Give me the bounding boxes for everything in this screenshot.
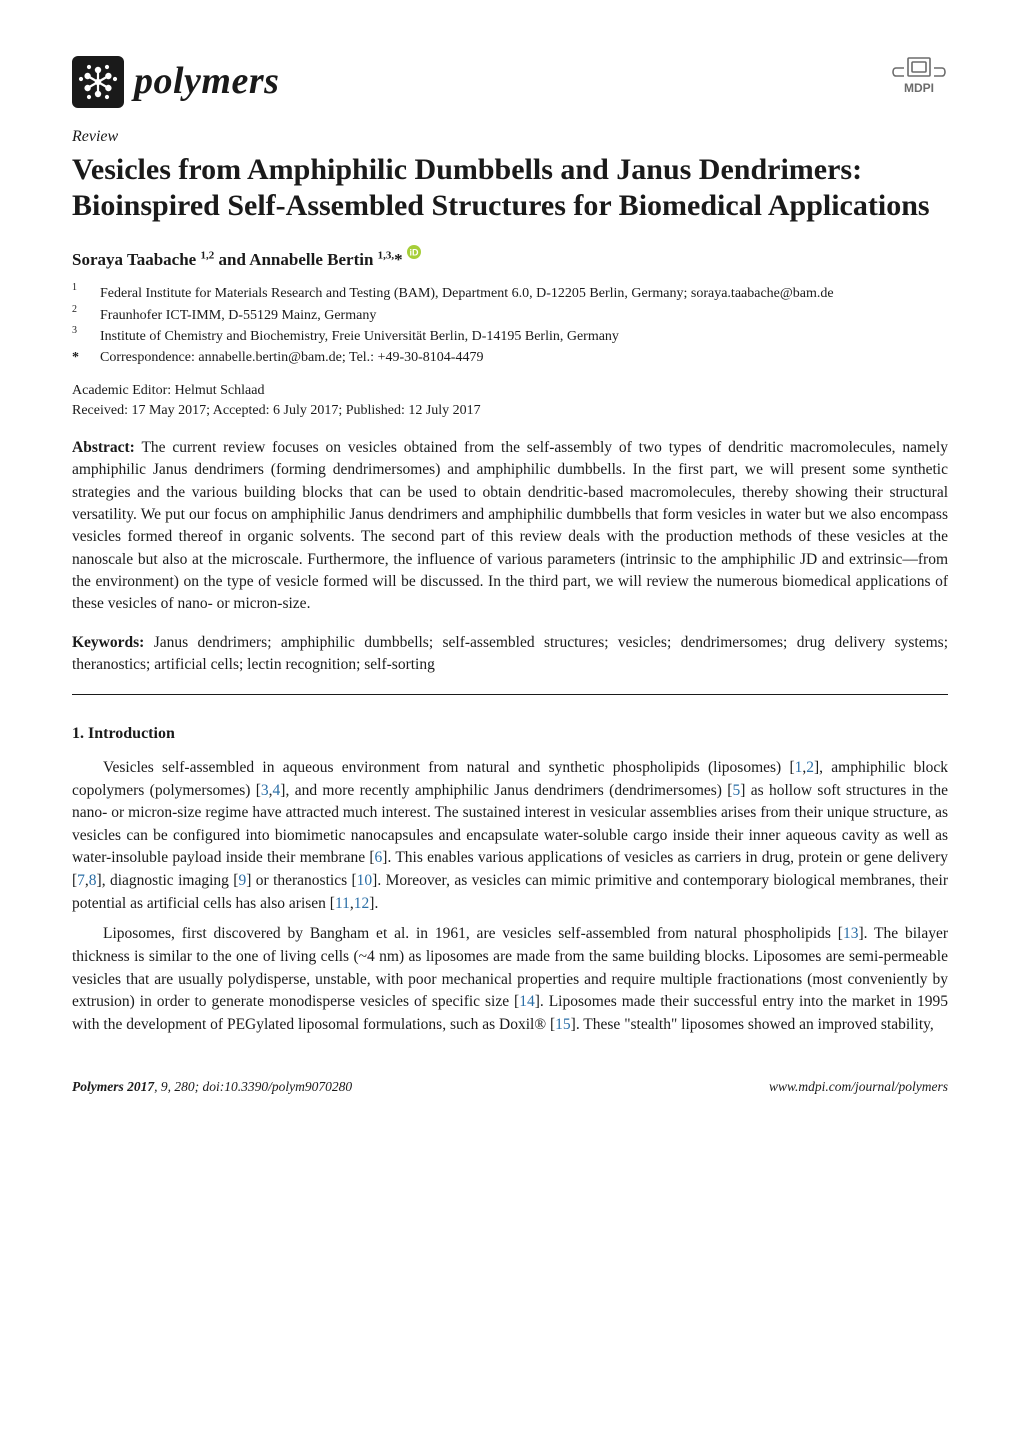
correspondence-text: Correspondence: annabelle.bertin@bam.de;… (100, 348, 948, 368)
academic-editor-line: Academic Editor: Helmut Schlaad (72, 381, 948, 401)
citation-link[interactable]: 3 (261, 782, 269, 799)
abstract-label: Abstract: (72, 439, 135, 456)
page-footer: Polymers 2017, 9, 280; doi:10.3390/polym… (72, 1078, 948, 1096)
affiliation-number: 3 (72, 324, 86, 344)
keywords-block: Keywords: Janus dendrimers; amphiphilic … (72, 632, 948, 677)
svg-text:iD: iD (409, 247, 419, 257)
citation-link[interactable]: 8 (89, 872, 97, 889)
journal-name: polymers (134, 56, 279, 107)
keywords-text: Janus dendrimers; amphiphilic dumbbells;… (72, 634, 948, 673)
citation-link[interactable]: 10 (357, 872, 373, 889)
citation-link[interactable]: 13 (843, 925, 859, 942)
publisher-logo-text: MDPI (904, 81, 934, 95)
citation-link[interactable]: 2 (806, 759, 814, 776)
orcid-icon[interactable]: iD (407, 243, 421, 266)
affiliation-text: Institute of Chemistry and Biochemistry,… (100, 327, 948, 347)
affiliation-row: 3 Institute of Chemistry and Biochemistr… (72, 327, 948, 347)
citation-link[interactable]: 15 (555, 1016, 571, 1033)
keywords-label: Keywords: (72, 634, 144, 651)
authors-text: Soraya Taabache 1,2 and Annabelle Bertin… (72, 250, 403, 269)
authors-line: Soraya Taabache 1,2 and Annabelle Bertin… (72, 243, 948, 273)
publisher-logo: MDPI (890, 56, 948, 96)
body-paragraph: Vesicles self-assembled in aqueous envir… (72, 757, 948, 915)
journal-logo-block: polymers (72, 56, 279, 108)
citation-link[interactable]: 14 (519, 993, 535, 1010)
affiliation-number: 2 (72, 303, 86, 323)
affiliation-row: 1 Federal Institute for Materials Resear… (72, 284, 948, 304)
footer-vol-doi: , 9, 280; doi:10.3390/polym9070280 (154, 1079, 352, 1094)
editor-dates-block: Academic Editor: Helmut Schlaad Received… (72, 381, 948, 422)
footer-journal-name: Polymers (72, 1079, 124, 1094)
affiliation-text: Federal Institute for Materials Research… (100, 284, 948, 304)
footer-citation: Polymers 2017, 9, 280; doi:10.3390/polym… (72, 1078, 352, 1096)
footer-year: 2017 (127, 1079, 154, 1094)
journal-icon (72, 56, 124, 108)
abstract-text: The current review focuses on vesicles o… (72, 439, 948, 612)
citation-link[interactable]: 11 (335, 895, 350, 912)
affiliations-block: 1 Federal Institute for Materials Resear… (72, 284, 948, 368)
affiliation-number: 1 (72, 281, 86, 301)
citation-link[interactable]: 12 (354, 895, 370, 912)
section-divider (72, 694, 948, 695)
article-title: Vesicles from Amphiphilic Dumbbells and … (72, 152, 948, 225)
body-paragraph: Liposomes, first discovered by Bangham e… (72, 923, 948, 1036)
section-heading: 1. Introduction (72, 723, 948, 745)
page-header: polymers MDPI (72, 56, 948, 108)
citation-link[interactable]: 7 (77, 872, 85, 889)
publication-dates-line: Received: 17 May 2017; Accepted: 6 July … (72, 401, 948, 421)
article-type-label: Review (72, 126, 948, 148)
footer-url[interactable]: www.mdpi.com/journal/polymers (769, 1078, 948, 1096)
affiliation-text: Fraunhofer ICT-IMM, D-55129 Mainz, Germa… (100, 306, 948, 326)
affiliation-row: 2 Fraunhofer ICT-IMM, D-55129 Mainz, Ger… (72, 306, 948, 326)
correspondence-marker: * (72, 348, 86, 368)
abstract-block: Abstract: The current review focuses on … (72, 437, 948, 616)
affiliation-row: * Correspondence: annabelle.bertin@bam.d… (72, 348, 948, 368)
